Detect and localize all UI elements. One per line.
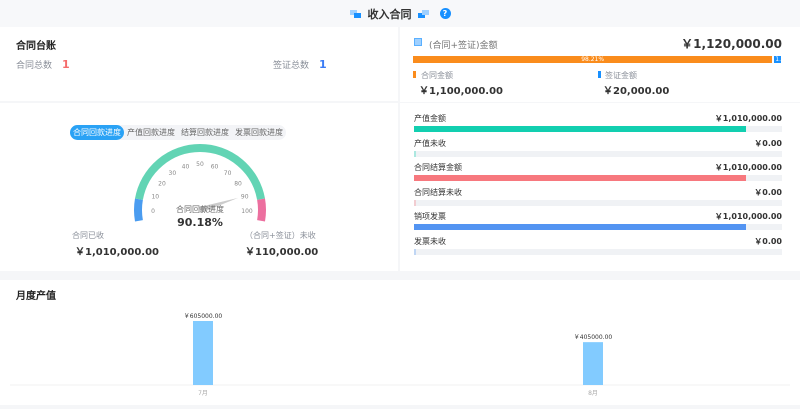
- gauge-tick-label: 0: [151, 208, 155, 215]
- gauge-tick-label: 10: [151, 193, 159, 200]
- tab-invoice-collection[interactable]: 发票回款进度: [235, 128, 283, 137]
- progress-value: ￥1,010,000.00: [714, 114, 782, 123]
- bar[interactable]: [583, 342, 603, 385]
- contract-legend-marker: [413, 71, 416, 78]
- tab-settlement-collection[interactable]: 结算回款进度: [181, 128, 229, 137]
- filter-icon: [414, 38, 422, 46]
- progress-value: ￥1,010,000.00: [714, 163, 782, 172]
- contract-amount-value: ￥1,100,000.00: [419, 86, 504, 97]
- progress-fill: [414, 175, 746, 181]
- decor-squares-icon: [417, 9, 430, 18]
- visa-amount-value: ￥20,000.00: [603, 86, 670, 97]
- tab-contract-collection[interactable]: 合同回款进度: [70, 125, 124, 140]
- page-header: 收入合同 ?: [0, 0, 800, 27]
- gauge-title: 合同回款进度: [176, 205, 224, 214]
- gauge-tick-label: 90: [241, 193, 249, 200]
- gauge-tick-label: 40: [182, 163, 190, 170]
- bar[interactable]: [193, 321, 213, 385]
- contract-count: 1: [62, 58, 70, 71]
- visa-amount-label: 签证金额: [605, 71, 637, 80]
- progress-track: [414, 175, 782, 181]
- progress-fill: [414, 248, 416, 255]
- received-value: ￥1,010,000.00: [75, 247, 160, 258]
- monthly-card: 月度产值 ￥605000.00 7月 ￥405000.00 8月: [0, 280, 800, 405]
- progress-label: 产值未收: [414, 138, 446, 148]
- progress-value: ￥0.00: [754, 187, 782, 197]
- progress-fill: [414, 126, 746, 132]
- progress-fill: [414, 224, 746, 230]
- gauge-needle: [199, 197, 239, 213]
- bar-data-label: ￥605000.00: [184, 313, 223, 320]
- gauge-value: 90.18%: [177, 216, 223, 229]
- progress-value: ￥0.00: [754, 236, 782, 246]
- progress-value: ￥0.00: [754, 138, 782, 148]
- visa-legend-marker: [598, 71, 601, 78]
- monthly-bar-chart: ￥605000.00 7月 ￥405000.00 8月: [10, 313, 790, 397]
- question-circle-icon[interactable]: ?: [439, 8, 451, 19]
- progress-track: [414, 199, 782, 206]
- page-title: 收入合同: [367, 7, 412, 21]
- received-label: 合同已收: [72, 231, 104, 240]
- gauge-arc-low: [134, 198, 143, 222]
- ledger-title: 合同台账: [16, 41, 56, 52]
- gauge-tick-label: 100: [241, 208, 253, 215]
- progress-label: 合同结算金额: [414, 163, 462, 172]
- amount-card: (合同+签证)金额 ￥1,120,000.00 98.21% 1. 合同金额 ￥…: [400, 27, 800, 102]
- monthly-title: 月度产值: [16, 291, 56, 302]
- ledger-card: 合同台账 合同总数 1 签证总数 1: [0, 27, 398, 101]
- gauge-tick-label: 60: [211, 163, 219, 170]
- amount-split-bar: 98.21% 1.: [413, 56, 781, 63]
- unreceived-value: ￥110,000.00: [245, 247, 319, 258]
- gauge-arc-high: [257, 198, 266, 222]
- progress-label: 产值金额: [414, 114, 446, 123]
- progress-card: 产值金额 ￥1,010,000.00 产值未收 ￥0.00 合同结算金额 ￥1,…: [400, 103, 800, 271]
- x-tick-label: 7月: [198, 390, 208, 397]
- gauge-card: 合同回款进度 产值回款进度 结算回款进度 发票回款进度 0 10 20 30 40 50 6…: [0, 103, 398, 271]
- amount-total: ￥1,120,000.00: [681, 37, 782, 51]
- progress-track: [414, 126, 782, 132]
- gauge-tick-label: 50: [196, 161, 204, 168]
- visa-count-label: 签证总数: [273, 61, 310, 71]
- progress-track: [414, 248, 782, 255]
- progress-fill: [414, 199, 416, 206]
- gauge-arc-mid: [135, 144, 265, 200]
- gauge-tick-label: 30: [169, 170, 177, 177]
- tab-output-collection[interactable]: 产值回款进度: [127, 128, 175, 137]
- progress-label: 销项发票: [414, 212, 446, 221]
- visa-amount-segment: 1.: [774, 56, 781, 63]
- progress-track: [414, 150, 782, 157]
- gauge-tick-label: 80: [234, 180, 242, 187]
- amount-label: (合同+签证)金额: [429, 41, 498, 51]
- unreceived-label: （合同+签证）未收: [245, 231, 316, 240]
- progress-fill: [414, 150, 416, 157]
- contract-amount-segment: 98.21%: [413, 56, 773, 63]
- progress-track: [414, 224, 782, 230]
- progress-label: 合同结算未收: [414, 187, 462, 197]
- progress-value: ￥1,010,000.00: [714, 212, 782, 221]
- contract-count-label: 合同总数: [16, 61, 53, 71]
- bar-data-label: ￥405000.00: [574, 334, 613, 341]
- decor-squares-icon: [349, 9, 362, 18]
- visa-count: 1: [319, 58, 327, 71]
- gauge-tick-label: 20: [158, 180, 166, 187]
- x-tick-label: 8月: [588, 390, 598, 397]
- gauge-tabs: 合同回款进度 产值回款进度 结算回款进度 发票回款进度: [70, 125, 286, 140]
- gauge-tick-label: 70: [224, 170, 232, 177]
- contract-amount-label: 合同金额: [421, 71, 453, 80]
- progress-label: 发票未收: [414, 236, 446, 246]
